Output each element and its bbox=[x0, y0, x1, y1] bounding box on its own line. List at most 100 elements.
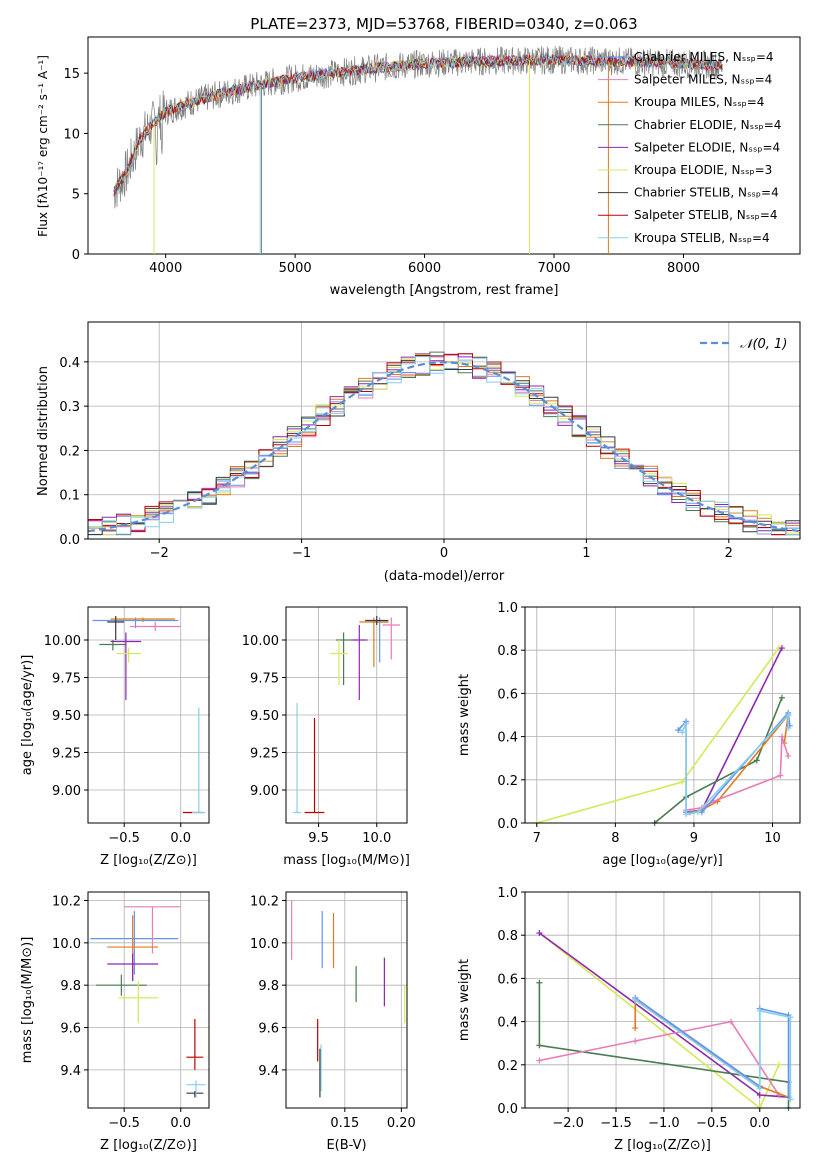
x-tick-label: 2 bbox=[725, 546, 733, 561]
y-tick-label: 0.0 bbox=[497, 817, 518, 832]
y-tick-label: 0.8 bbox=[497, 929, 518, 944]
point-salpeter_elodie bbox=[536, 930, 543, 937]
x-axis-label: Z [log₁₀(Z/Z⊙)] bbox=[100, 1138, 197, 1153]
y-tick-label: 0.2 bbox=[497, 774, 518, 789]
legend-label: Kroupa MILES, Nₛₛₚ=4 bbox=[634, 95, 764, 109]
x-tick-label: 8 bbox=[611, 831, 619, 846]
point-kroupa_stelib bbox=[787, 1014, 794, 1021]
point-kroupa_stelib bbox=[683, 720, 690, 727]
point-salpeter_miles bbox=[785, 753, 792, 760]
residual-ticks: −2 −1 0 1 2 0.0 0.1 0.2 0.3 0.4 bbox=[59, 356, 733, 561]
axes-frame bbox=[524, 606, 801, 824]
gaussian-curve bbox=[87, 361, 801, 533]
x-tick-label: 8000 bbox=[667, 261, 700, 276]
residual-ylabel: Normed distribution bbox=[36, 366, 51, 496]
point-chabrier_elodie bbox=[536, 979, 543, 986]
x-tick-label: 10 bbox=[764, 831, 781, 846]
y-tick-label: 9.50 bbox=[250, 709, 279, 724]
point-kroupa_stelib bbox=[756, 1085, 763, 1092]
panel-age_vs_mass: 9.5 10.0 9.00 9.25 9.50 9.75 10.00 mass [log₁₀(… bbox=[242, 606, 410, 868]
x-tick-label: 6000 bbox=[408, 261, 441, 276]
y-tick-label: 9.25 bbox=[250, 747, 279, 762]
x-tick-label: 0.20 bbox=[387, 1116, 416, 1131]
y-tick-label: 0.4 bbox=[59, 356, 80, 371]
x-axis-label: Z [log₁₀(Z/Z⊙)] bbox=[100, 853, 197, 868]
series-chabrier_elodie bbox=[654, 697, 783, 824]
point-salpeter_miles bbox=[728, 1018, 735, 1025]
model-spectrum-salpeter_stelib bbox=[113, 53, 723, 196]
series-kroupa_elodie bbox=[536, 647, 780, 824]
point-salpeter_miles bbox=[536, 1057, 543, 1064]
y-axis-label: mass weight bbox=[457, 959, 472, 1041]
point-chabrier_elodie bbox=[536, 1042, 543, 1049]
point-salpeter_elodie bbox=[778, 645, 785, 652]
model-spectrum-kroupa_stelib bbox=[113, 53, 723, 191]
spectrum-ylabel: Flux [fλ10⁻¹⁷ erg cm⁻² s⁻¹ A⁻¹] bbox=[36, 55, 50, 237]
y-axis-label: mass [log₁₀(M/M⊙)] bbox=[20, 937, 35, 1064]
gaussian-legend-label: 𝒩(0, 1) bbox=[740, 337, 787, 352]
y-tick-label: 9.8 bbox=[60, 979, 81, 994]
x-tick-label: 9.5 bbox=[308, 831, 329, 846]
point-kroupa_stelib bbox=[787, 1096, 794, 1103]
point-kroupa_stelib bbox=[679, 729, 686, 736]
point-kroupa_elodie bbox=[679, 778, 686, 785]
x-tick-label: −0.5 bbox=[108, 1116, 140, 1131]
point-kroupa_stelib bbox=[785, 724, 792, 731]
panel-age_vs_Z: −0.5 0.0 9.00 9.25 9.50 9.75 10.00 Z [log₁₀(Z/Z… bbox=[20, 606, 210, 868]
y-tick-label: 5 bbox=[72, 188, 80, 203]
y-tick-label: 10.2 bbox=[250, 894, 279, 909]
axes-frame bbox=[285, 891, 408, 1109]
x-tick-label: 7 bbox=[533, 831, 541, 846]
y-tick-label: 9.75 bbox=[52, 672, 81, 687]
y-tick-label: 1.0 bbox=[497, 886, 518, 901]
x-tick-label: 0.0 bbox=[749, 1116, 770, 1131]
y-tick-label: 0.0 bbox=[497, 1102, 518, 1117]
x-axis-label: Z [log₁₀(Z/Z⊙)] bbox=[614, 1138, 711, 1153]
y-tick-label: 9.75 bbox=[250, 672, 279, 687]
point-kroupa_miles bbox=[632, 1025, 639, 1032]
spectrum-lines bbox=[113, 45, 723, 254]
y-tick-label: 9.00 bbox=[250, 784, 279, 799]
y-tick-label: 10.0 bbox=[52, 937, 81, 952]
panel-weight_vs_Z: −2.0 −1.5 −1.0 −0.5 0.0 0.0 0.2 0.4 0.6 0.8 1.0 Z [… bbox=[457, 886, 801, 1153]
y-tick-label: 9.00 bbox=[52, 784, 81, 799]
legend-label: Chabrier ELODIE, Nₛₛₚ=4 bbox=[634, 118, 781, 132]
x-tick-label: 0 bbox=[440, 546, 448, 561]
parameter-panels: −0.5 0.0 9.00 9.25 9.50 9.75 10.00 Z [log₁₀(Z/Z… bbox=[20, 601, 801, 1153]
y-tick-label: 0.8 bbox=[497, 644, 518, 659]
point-kroupa_stelib bbox=[632, 997, 639, 1003]
hist-kroupa_stelib bbox=[88, 356, 800, 536]
panel-weight_vs_age: 7 8 9 10 0.0 0.2 0.4 0.6 0.8 1.0 age [log₁₀(age/yr… bbox=[457, 601, 801, 868]
legend-label: Salpeter STELIB, Nₛₛₚ=4 bbox=[634, 208, 778, 222]
legend-label: Salpeter MILES, Nₛₛₚ=4 bbox=[634, 73, 772, 87]
y-tick-label: 9.6 bbox=[60, 1022, 81, 1037]
point-salpeter_elodie bbox=[756, 1092, 763, 1099]
y-tick-label: 9.50 bbox=[52, 709, 81, 724]
series-salpeter_elodie bbox=[685, 647, 783, 813]
x-tick-label: −2.0 bbox=[552, 1116, 584, 1131]
y-tick-label: 10.0 bbox=[250, 937, 279, 952]
y-tick-label: 0.4 bbox=[497, 731, 518, 746]
series-kroupa_miles bbox=[634, 998, 789, 1098]
x-tick-label: −1.5 bbox=[600, 1116, 632, 1131]
y-tick-label: 9.4 bbox=[60, 1064, 81, 1079]
x-tick-label: 1 bbox=[582, 546, 590, 561]
x-tick-label: −2 bbox=[150, 546, 169, 561]
point-kroupa_elodie bbox=[775, 1061, 782, 1068]
y-tick-label: 0.4 bbox=[497, 1016, 518, 1031]
x-tick-label: −0.5 bbox=[696, 1116, 728, 1131]
y-tick-label: 9.8 bbox=[258, 979, 279, 994]
x-tick-label: −1.0 bbox=[648, 1116, 680, 1131]
y-axis-label: mass weight bbox=[457, 674, 472, 756]
x-tick-label: 0.15 bbox=[330, 1116, 359, 1131]
axes-frame bbox=[87, 891, 210, 1109]
residual-xlabel: (data-model)/error bbox=[384, 569, 505, 584]
y-tick-label: 10.00 bbox=[242, 634, 279, 649]
axes-frame bbox=[524, 891, 801, 1109]
x-tick-label: 0.0 bbox=[170, 831, 191, 846]
point-chabrier_miles bbox=[675, 727, 682, 734]
legend-label: Kroupa ELODIE, Nₛₛₚ=3 bbox=[634, 163, 772, 177]
y-tick-label: 9.25 bbox=[52, 747, 81, 762]
point-kroupa_stelib bbox=[694, 809, 701, 816]
